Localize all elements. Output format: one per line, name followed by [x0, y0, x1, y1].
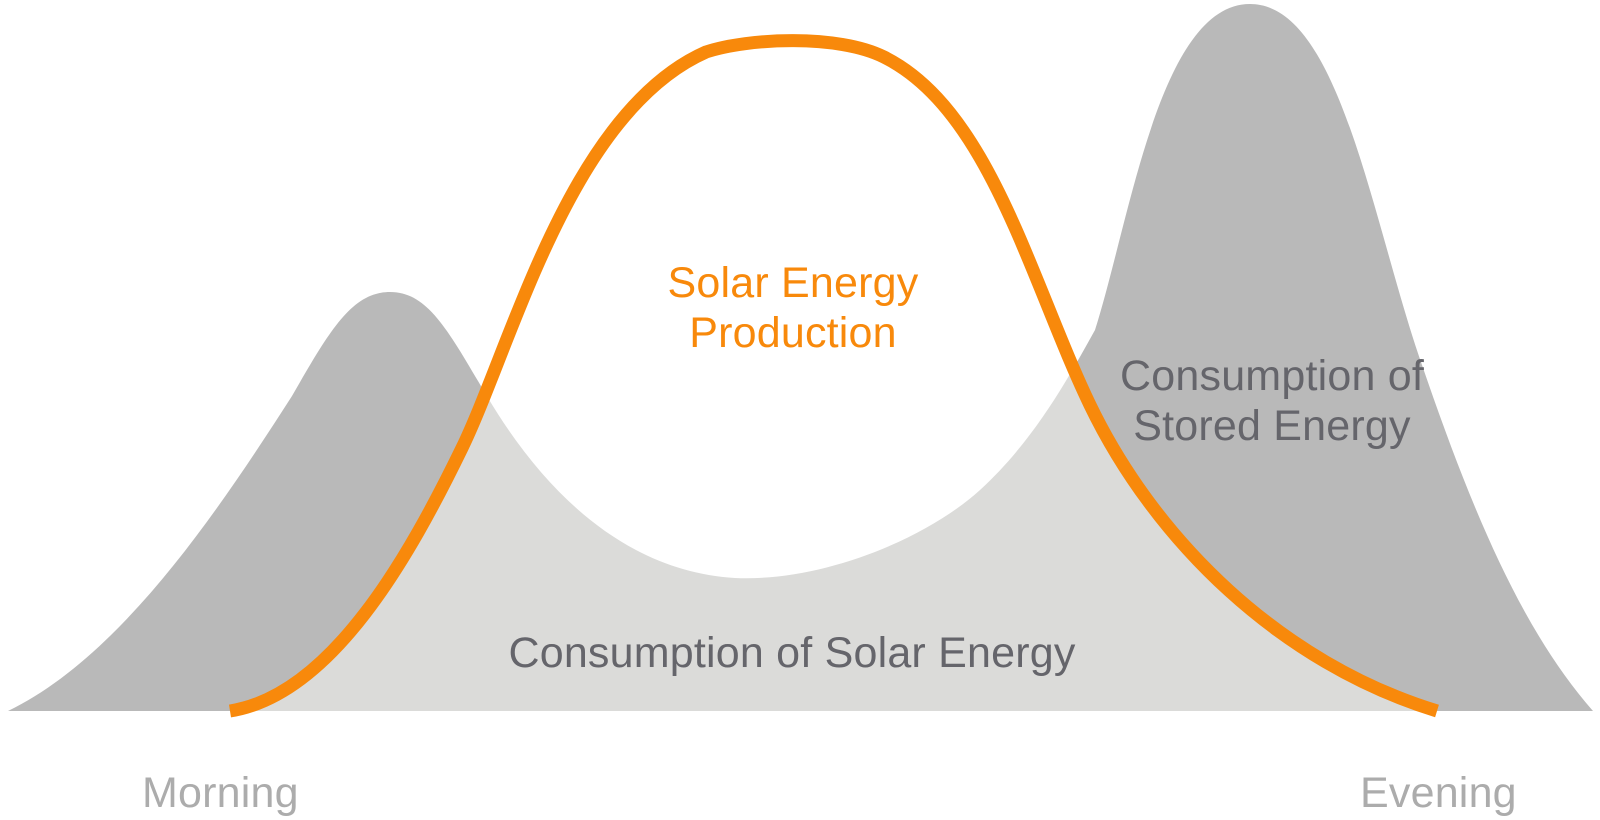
consumption-stored-energy-label-line2: Stored Energy — [1133, 402, 1411, 450]
consumption-stored-energy-area — [8, 4, 1593, 711]
solar-production-label-line1: Solar Energy — [667, 259, 919, 307]
morning-axis-label: Morning — [142, 769, 299, 817]
consumption-of-solar-energy-label: Consumption of Solar Energy — [508, 629, 1076, 677]
solar-production-curve — [228, 34, 1439, 718]
solar-production-label: Solar Energy Production — [668, 258, 919, 358]
evening-axis-label: Evening — [1360, 769, 1517, 817]
consumption-stored-energy-label-line1: Consumption of — [1120, 352, 1424, 400]
solar-production-label-line2: Production — [689, 309, 897, 357]
consumption-stored-energy-label: Consumption of Stored Energy — [1120, 351, 1424, 451]
